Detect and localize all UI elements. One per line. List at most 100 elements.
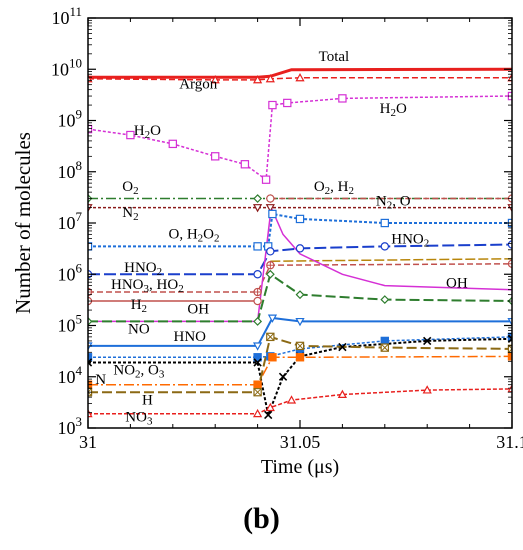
- y-tick-label: 109: [58, 107, 83, 131]
- y-tick-label: 107: [58, 209, 83, 233]
- series-hno2-marker: [266, 247, 275, 256]
- annotation-hno3-ho2: HNO3, HO2: [111, 277, 184, 295]
- series-no-marker: [88, 316, 93, 326]
- series-hno3-ho2-line: [88, 263, 512, 293]
- series-ho2-line: [270, 258, 512, 262]
- annotation-oh: OH: [446, 276, 468, 292]
- series-h-line: [88, 335, 512, 394]
- annotation-h: H: [142, 392, 153, 408]
- annotation-o2-h2: O2, H2: [314, 179, 354, 197]
- series-hno-marker: [252, 342, 263, 351]
- series-hno3-ho2-marker: [88, 288, 92, 296]
- series-h2o-marker: [168, 139, 177, 149]
- series-hno2-marker: [253, 270, 262, 279]
- series-hno-marker: [267, 314, 278, 323]
- series-h2o-marker: [338, 94, 347, 103]
- annotation-hno2: HNO2: [391, 231, 429, 249]
- series-no3-marker: [265, 402, 275, 412]
- series-n-marker: [253, 380, 262, 389]
- series-o-h2o2-marker: [268, 209, 277, 219]
- series-o-h2o2-marker: [380, 218, 390, 228]
- annotation-hno2: HNO2: [124, 260, 162, 278]
- y-tick-label: 1011: [51, 4, 82, 28]
- series-h-marker: [508, 344, 512, 353]
- series-h2-marker: [266, 194, 275, 203]
- series-n-marker: [268, 353, 277, 362]
- series-no2-o3-marker: [338, 342, 347, 352]
- series-h2-marker: [253, 296, 262, 306]
- annotation-n: N: [95, 372, 106, 388]
- series-no3-marker: [286, 395, 297, 404]
- series-hno3-ho2-marker: [254, 288, 262, 296]
- annotation-argon: Argon: [179, 77, 218, 93]
- y-tick-label: 103: [58, 414, 83, 438]
- y-tick-label: 106: [58, 260, 83, 284]
- series-h2o-marker: [240, 160, 250, 169]
- series-o2-marker: [253, 194, 263, 203]
- series-no-line: [88, 272, 512, 323]
- annotation-o2: O2: [122, 179, 138, 197]
- x-tick-label: 31.1: [496, 432, 523, 452]
- series-no-marker: [295, 290, 305, 300]
- series-hno-marker: [295, 317, 305, 327]
- annotation-n2: N2: [122, 205, 138, 223]
- series-o-h2o2-marker: [253, 242, 262, 251]
- series-h2o-marker: [283, 98, 292, 108]
- series-n2-marker: [252, 204, 263, 213]
- series-no2-o3-line: [88, 336, 512, 359]
- annotation-h2: H2: [131, 297, 147, 315]
- y-tick-label: 105: [58, 312, 83, 336]
- series-hno2-line: [88, 243, 512, 276]
- series-h-marker: [266, 332, 275, 341]
- series-no2-o3-marker: [253, 353, 262, 362]
- series-hno2-marker: [295, 244, 305, 253]
- series-h2o-marker: [211, 152, 220, 161]
- annotation-oh: OH: [187, 302, 209, 318]
- series-argon-marker: [252, 75, 263, 84]
- annotation-h2o: H2O: [134, 123, 161, 141]
- x-axis-label: Time (μs): [261, 456, 339, 478]
- series-h-marker: [253, 388, 262, 397]
- series-no2-o3-line: [88, 337, 512, 419]
- series-hno3-ho2-marker: [508, 260, 512, 268]
- series-no-marker: [265, 269, 275, 279]
- series-argon-marker: [210, 75, 220, 84]
- series-h2o-marker: [126, 130, 135, 140]
- series-h-marker: [380, 343, 389, 352]
- annotation-total: Total: [319, 49, 350, 65]
- annotation-no3: NO3: [125, 409, 153, 427]
- series-no2-o3-marker: [88, 358, 93, 367]
- tick-layer: 31 31.05 31.1 1011 1010 109 108 107 106 105 104 103: [51, 4, 523, 452]
- annotation-hno: HNO: [174, 329, 207, 345]
- series-argon-marker: [295, 72, 305, 82]
- annotation-no2-o3: NO2, O3: [113, 363, 165, 381]
- series-h-marker: [296, 341, 304, 350]
- series-hno3-ho2-marker: [266, 261, 274, 269]
- series-h-marker: [88, 388, 92, 397]
- series-no3-marker: [337, 389, 348, 399]
- figure-caption: (b): [243, 502, 280, 535]
- series-no2-o3-marker: [253, 358, 262, 367]
- series-no2-o3-marker: [264, 410, 273, 420]
- series-n2-marker: [265, 204, 275, 213]
- y-axis-label: Number of molecules: [11, 132, 35, 314]
- series-no3-marker: [252, 408, 263, 418]
- series-no-marker: [380, 295, 390, 305]
- series-argon-line: [88, 77, 512, 81]
- annotation-n2-o: N2, O: [376, 193, 411, 211]
- series-argon-marker: [88, 74, 93, 83]
- series-n-marker: [295, 353, 305, 362]
- annotation-no: NO: [128, 321, 150, 337]
- series-h2o-marker: [261, 175, 271, 184]
- annotation-h2o: H2O: [380, 101, 407, 119]
- series-no2-o3-marker: [423, 336, 432, 346]
- x-tick-label: 31: [79, 432, 97, 452]
- series-argon-marker: [265, 74, 275, 83]
- y-tick-label: 104: [58, 363, 83, 387]
- series-no3-marker: [422, 385, 432, 394]
- series-o-h2o2-marker: [295, 214, 305, 224]
- series-no2-o3-marker: [278, 372, 288, 381]
- series-no-marker: [253, 316, 263, 326]
